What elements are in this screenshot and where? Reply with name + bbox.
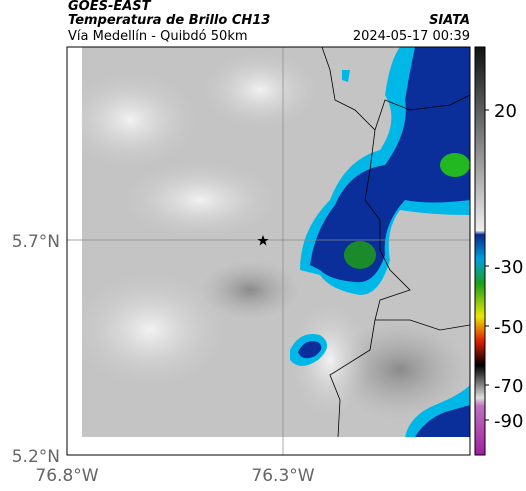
city-marker bbox=[257, 235, 269, 246]
colorbar-label: -70 bbox=[494, 376, 523, 397]
route: Vía Medellín - Quibdó 50km bbox=[68, 29, 248, 44]
datetime: 2024-05-17 00:39 bbox=[353, 29, 470, 44]
colorbar-ticks bbox=[485, 109, 489, 421]
title: GOES-EAST bbox=[68, 0, 152, 14]
plot-frame bbox=[66, 46, 471, 456]
subtitle: Temperatura de Brillo CH13 bbox=[68, 13, 270, 28]
colorbar-label: -50 bbox=[494, 317, 523, 338]
colorbar-label: 20 bbox=[494, 101, 517, 122]
colorbar-label: -90 bbox=[494, 411, 523, 432]
source: SIATA bbox=[429, 13, 470, 28]
colorbar bbox=[474, 46, 486, 456]
lat-label: 5.2°N bbox=[12, 447, 60, 467]
lat-label: 5.7°N bbox=[12, 232, 60, 252]
colorbar-label: -30 bbox=[494, 257, 523, 278]
lon-label: 76.3°W bbox=[251, 466, 314, 486]
lon-label: 76.8°W bbox=[35, 466, 98, 486]
satellite-image bbox=[82, 47, 470, 437]
